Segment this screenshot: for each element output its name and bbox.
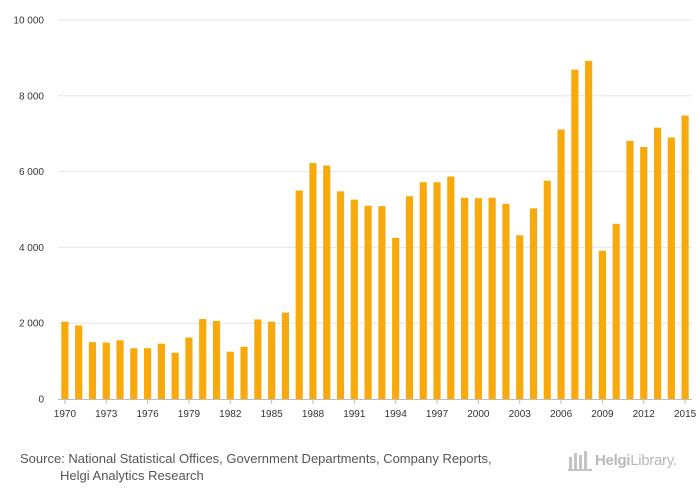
bar-1987[interactable] xyxy=(295,190,303,399)
library-building-icon xyxy=(568,451,592,471)
bar-1984[interactable] xyxy=(254,319,262,399)
bar-1996[interactable] xyxy=(419,182,427,399)
x-tick-label: 1985 xyxy=(261,409,284,420)
x-tick-label: 2003 xyxy=(509,409,532,420)
bar-1998[interactable] xyxy=(447,176,455,399)
bar-1991[interactable] xyxy=(350,199,358,399)
bar-1983[interactable] xyxy=(240,346,248,399)
bar-1978[interactable] xyxy=(171,352,179,399)
logo-text-helgi: Helgi xyxy=(595,451,631,469)
y-tick-label: 4 000 xyxy=(19,243,44,254)
bar-1990[interactable] xyxy=(336,191,345,399)
source-line-2: Helgi Analytics Research xyxy=(60,468,204,483)
x-tick-label: 1979 xyxy=(178,409,201,420)
x-tick-label: 1970 xyxy=(54,409,77,420)
bar-2001[interactable] xyxy=(488,197,496,399)
bar-1997[interactable] xyxy=(433,182,441,399)
bar-1993[interactable] xyxy=(378,206,386,399)
bar-1999[interactable] xyxy=(461,197,469,399)
x-tick-label: 2015 xyxy=(674,409,697,420)
logo-text: HelgiLibrary. xyxy=(595,452,677,469)
x-axis-labels: 1970 1973 1976 1979 1982 1985 1988 1991 1994 1997… xyxy=(54,409,697,420)
bar-1977[interactable] xyxy=(157,343,165,399)
bar-2006[interactable] xyxy=(557,129,565,399)
bar-1986[interactable] xyxy=(281,312,289,399)
bar-2007[interactable] xyxy=(571,69,579,400)
x-tick-label: 1994 xyxy=(385,409,408,420)
x-tick-label: 1991 xyxy=(343,409,366,420)
bar-1971[interactable] xyxy=(75,325,83,399)
bar-1982[interactable] xyxy=(226,351,234,400)
bar-1970[interactable] xyxy=(61,321,69,399)
bar-1974[interactable] xyxy=(116,340,124,399)
gridlines xyxy=(58,19,692,324)
x-tick-label: 2006 xyxy=(550,409,573,420)
x-tick-label: 1988 xyxy=(302,409,325,420)
x-tick-label: 1973 xyxy=(95,409,118,420)
bar-chart: 0 2 000 4 000 6 000 8 000 10 000 1970 1973 1976… xyxy=(13,16,697,421)
x-axis xyxy=(58,399,692,404)
bars xyxy=(61,60,689,400)
bar-1980[interactable] xyxy=(199,319,207,399)
y-tick-label: 6 000 xyxy=(19,167,44,178)
bar-1989[interactable] xyxy=(323,165,331,399)
logo-text-library: Library. xyxy=(630,451,677,469)
bar-2011[interactable] xyxy=(626,140,634,399)
bar-1975[interactable] xyxy=(130,348,138,399)
bar-1988[interactable] xyxy=(309,162,317,399)
bar-1972[interactable] xyxy=(88,342,97,399)
x-tick-label: 1997 xyxy=(426,409,449,420)
bar-2002[interactable] xyxy=(502,203,510,399)
bar-1992[interactable] xyxy=(364,205,372,399)
bar-1985[interactable] xyxy=(268,321,276,399)
x-tick-label: 2000 xyxy=(467,409,490,420)
bar-2014[interactable] xyxy=(667,137,675,400)
y-axis-labels: 0 2 000 4 000 6 000 8 000 10 000 xyxy=(13,16,44,406)
bar-1981[interactable] xyxy=(212,320,221,399)
x-tick-label: 2012 xyxy=(633,409,656,420)
bar-2015[interactable] xyxy=(681,115,689,399)
bar-1995[interactable] xyxy=(405,196,414,399)
bar-2005[interactable] xyxy=(543,180,551,399)
y-tick-label: 8 000 xyxy=(19,91,44,102)
y-tick-label: 2 000 xyxy=(19,319,44,330)
bar-2004[interactable] xyxy=(529,208,538,399)
y-tick-label: 0 xyxy=(38,395,44,406)
bar-1976[interactable] xyxy=(144,348,152,399)
bar-1994[interactable] xyxy=(392,237,400,399)
bar-2009[interactable] xyxy=(598,250,606,399)
source-note: Source: National Statistical Offices, Go… xyxy=(20,450,540,484)
bar-1973[interactable] xyxy=(102,342,110,399)
source-line-1: Source: National Statistical Offices, Go… xyxy=(20,451,492,466)
helgi-library-logo[interactable]: HelgiLibrary. xyxy=(568,448,692,472)
bar-2012[interactable] xyxy=(640,146,648,399)
bar-2000[interactable] xyxy=(474,198,482,399)
chart-area: 0 2 000 4 000 6 000 8 000 10 000 1970 1973 1976… xyxy=(13,16,697,421)
x-tick-label: 1976 xyxy=(136,409,159,420)
bar-2003[interactable] xyxy=(516,235,524,399)
x-tick-label: 1982 xyxy=(219,409,242,420)
bar-2010[interactable] xyxy=(612,223,620,399)
y-tick-label: 10 000 xyxy=(13,16,44,27)
bar-2013[interactable] xyxy=(653,127,662,399)
x-tick-label: 2009 xyxy=(591,409,614,420)
bar-2008[interactable] xyxy=(585,60,593,400)
bar-1979[interactable] xyxy=(185,337,193,399)
